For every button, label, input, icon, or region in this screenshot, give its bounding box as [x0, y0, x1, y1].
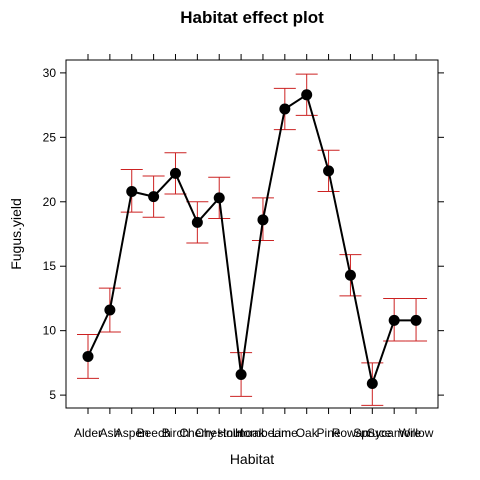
- series-line: [87, 93, 417, 388]
- data-point: [410, 314, 422, 326]
- y-tick-label: 30: [43, 66, 57, 80]
- data-points: [82, 89, 422, 390]
- data-point: [366, 378, 378, 390]
- y-tick-label: 5: [49, 388, 56, 402]
- x-axis-label: Habitat: [230, 451, 274, 467]
- data-point: [323, 165, 335, 177]
- x-tick-label: Cherry: [179, 426, 215, 440]
- x-tick-label: Spruce: [353, 426, 391, 440]
- error-bars: [77, 73, 428, 406]
- plot-panel: [65, 59, 439, 409]
- x-tick-label: Willow: [399, 426, 434, 440]
- x-tick-label: Alder: [74, 426, 102, 440]
- data-point: [148, 191, 160, 203]
- x-tick-label: Hornbeam: [235, 426, 291, 440]
- data-point: [344, 269, 356, 281]
- x-axis: AlderAshAspenBeechBirchCherryChestnutHol…: [74, 54, 434, 440]
- data-point: [104, 304, 116, 316]
- data-point: [257, 214, 269, 226]
- y-tick-label: 15: [43, 259, 57, 273]
- x-tick-label: Rowan: [332, 426, 369, 440]
- y-axis-label: Fugus.yield: [8, 198, 24, 270]
- x-tick-label: Chestnut: [195, 426, 244, 440]
- x-tick-label: Sycamore: [367, 426, 421, 440]
- y-tick-label: 20: [43, 195, 57, 209]
- data-point: [126, 185, 138, 197]
- data-point: [169, 167, 181, 179]
- data-point: [388, 314, 400, 326]
- data-point: [213, 192, 225, 204]
- x-tick-label: Aspen: [115, 426, 149, 440]
- y-tick-label: 10: [43, 324, 57, 338]
- data-point: [235, 368, 247, 380]
- x-tick-label: Pine: [317, 426, 341, 440]
- x-tick-label: Ash: [100, 426, 121, 440]
- y-axis: 5 10 15 20 25 30: [43, 66, 444, 402]
- x-tick-label: Beech: [137, 426, 171, 440]
- y-tick-label: 25: [43, 130, 57, 144]
- x-tick-label: Holmoak: [217, 426, 265, 440]
- x-tick-label: Oak: [296, 426, 319, 440]
- chart-title: Habitat effect plot: [180, 8, 324, 27]
- data-point: [191, 216, 203, 228]
- x-tick-label: Lime: [272, 426, 298, 440]
- x-tick-label: Birch: [162, 426, 189, 440]
- data-point: [279, 103, 291, 115]
- data-point: [82, 350, 94, 362]
- data-point: [301, 89, 313, 101]
